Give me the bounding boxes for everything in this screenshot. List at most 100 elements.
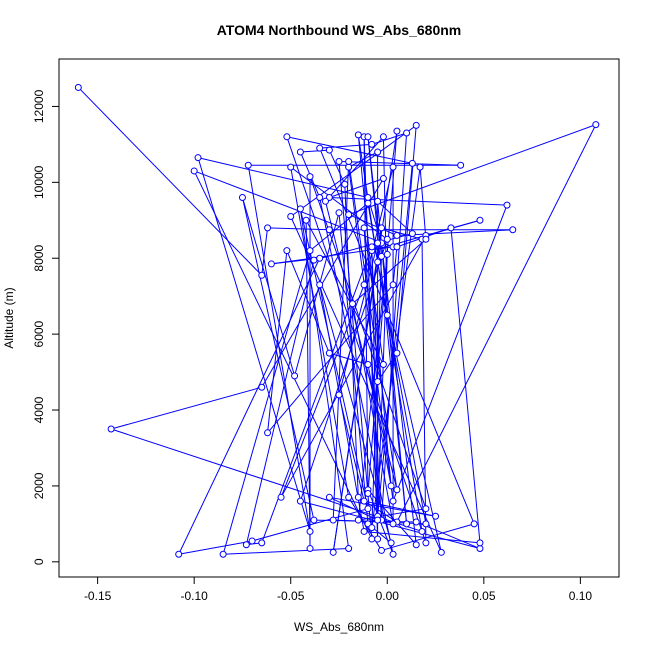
x-tick-label: -0.05 bbox=[277, 589, 305, 603]
data-point bbox=[364, 194, 372, 202]
data-point bbox=[296, 497, 304, 505]
data-point bbox=[325, 493, 333, 501]
series-segment bbox=[197, 157, 311, 532]
series-segment bbox=[280, 235, 427, 498]
data-point bbox=[360, 224, 368, 232]
data-point bbox=[316, 254, 324, 262]
data-point bbox=[374, 258, 382, 266]
data-point bbox=[354, 516, 362, 524]
y-tick-label: 0 bbox=[32, 558, 46, 565]
series-segment bbox=[245, 260, 315, 545]
data-point bbox=[503, 201, 511, 209]
data-point bbox=[325, 146, 333, 154]
x-axis-label: WS_Abs_680nm bbox=[294, 620, 384, 634]
data-point bbox=[368, 524, 376, 532]
data-point bbox=[360, 497, 368, 505]
data-point bbox=[432, 512, 440, 520]
data-point bbox=[437, 548, 445, 556]
series-segment bbox=[363, 227, 382, 521]
series-segment bbox=[290, 125, 417, 217]
data-point bbox=[244, 161, 252, 169]
chart-title: ATOM4 Northbound WS_Abs_680nm bbox=[217, 22, 462, 38]
data-point bbox=[374, 239, 382, 247]
series-segment bbox=[300, 149, 330, 153]
series-segment bbox=[280, 284, 365, 498]
data-point bbox=[248, 537, 256, 545]
data-point bbox=[364, 490, 372, 498]
data-point bbox=[408, 230, 416, 238]
data-point bbox=[267, 260, 275, 268]
data-point bbox=[393, 486, 401, 494]
data-point bbox=[329, 516, 337, 524]
series-segment bbox=[396, 124, 597, 523]
data-point bbox=[306, 173, 314, 181]
data-point bbox=[306, 545, 314, 553]
series-segment bbox=[367, 364, 392, 487]
data-point bbox=[310, 516, 318, 524]
series-segment bbox=[290, 216, 442, 553]
data-point bbox=[374, 378, 382, 386]
data-point bbox=[175, 550, 183, 558]
series-segment bbox=[290, 167, 350, 498]
x-tick-label: -0.10 bbox=[180, 589, 208, 603]
data-point bbox=[422, 235, 430, 243]
y-tick-label: 10000 bbox=[32, 165, 46, 199]
data-point bbox=[349, 300, 357, 308]
series-segment bbox=[421, 239, 427, 543]
data-point bbox=[418, 527, 426, 535]
series-segment bbox=[223, 548, 349, 555]
series-segment bbox=[377, 163, 413, 517]
data-point bbox=[422, 520, 430, 528]
y-tick-label: 12000 bbox=[32, 89, 46, 123]
data-point bbox=[374, 148, 382, 156]
data-point bbox=[364, 133, 372, 141]
data-point bbox=[321, 197, 329, 205]
series-segment bbox=[309, 202, 369, 252]
series-segment bbox=[338, 394, 365, 502]
data-point bbox=[476, 216, 484, 224]
data-point bbox=[306, 247, 314, 255]
data-point bbox=[364, 360, 372, 368]
data-point bbox=[389, 520, 397, 528]
data-point bbox=[374, 197, 382, 205]
data-point bbox=[264, 429, 272, 437]
series-segment bbox=[377, 352, 398, 382]
x-tick-label: 0.00 bbox=[376, 589, 400, 603]
series-segment bbox=[450, 227, 481, 543]
plot-frame bbox=[58, 58, 620, 578]
data-point bbox=[509, 226, 517, 234]
series-segment bbox=[286, 136, 413, 164]
y-tick-label: 2000 bbox=[32, 472, 46, 499]
data-point bbox=[316, 144, 324, 152]
data-point bbox=[329, 548, 337, 556]
data-point bbox=[389, 163, 397, 171]
series-segment bbox=[329, 496, 378, 521]
series-segment bbox=[338, 161, 373, 540]
series-segment bbox=[77, 87, 263, 276]
series-segment bbox=[358, 508, 426, 521]
data-point bbox=[470, 520, 478, 528]
data-point bbox=[403, 129, 411, 137]
series-segment bbox=[382, 136, 388, 316]
series-segment bbox=[329, 496, 436, 517]
data-point bbox=[422, 539, 430, 547]
data-point bbox=[194, 154, 202, 162]
series-segment bbox=[396, 229, 513, 236]
data-point bbox=[383, 235, 391, 243]
data-point bbox=[379, 360, 387, 368]
data-point bbox=[291, 372, 299, 380]
series-segment bbox=[178, 258, 321, 555]
data-point bbox=[345, 493, 353, 501]
series-segment bbox=[352, 303, 394, 524]
series-segment bbox=[247, 165, 311, 532]
data-point bbox=[393, 127, 401, 135]
series-segment bbox=[261, 246, 373, 544]
data-point bbox=[377, 224, 385, 232]
series-segment bbox=[319, 197, 394, 555]
data-point bbox=[277, 493, 285, 501]
data-point bbox=[368, 535, 376, 543]
data-point bbox=[283, 133, 291, 141]
data-point bbox=[306, 527, 314, 535]
series-segment bbox=[193, 170, 394, 248]
